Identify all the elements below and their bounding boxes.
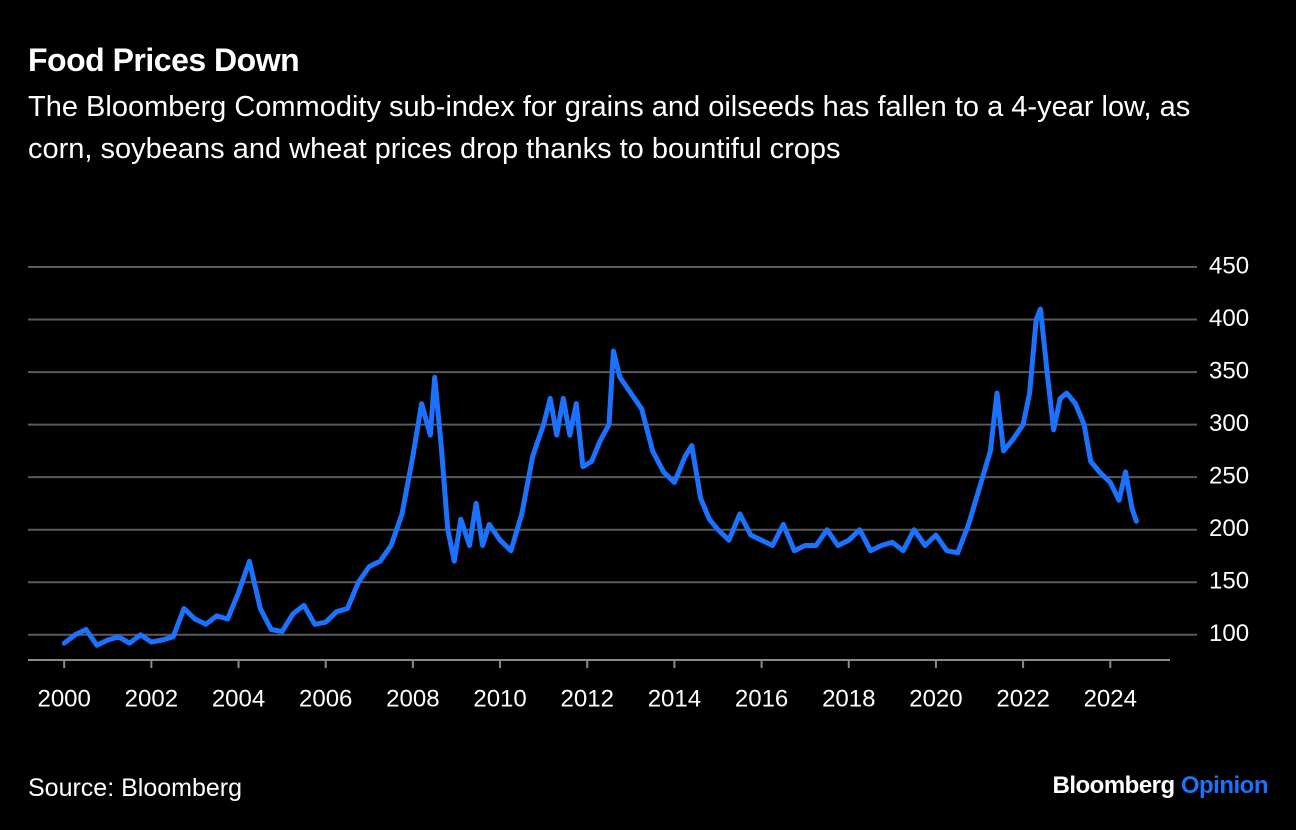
x-tick-label: 2024: [1084, 685, 1137, 712]
x-tick-label: 2016: [735, 685, 788, 712]
chart-subtitle: The Bloomberg Commodity sub-index for gr…: [28, 91, 1191, 165]
x-tick-label: 2020: [909, 685, 962, 712]
y-tick-label: 350: [1209, 357, 1249, 384]
data-line: [61, 306, 1139, 648]
x-tick-label: 2000: [37, 685, 90, 712]
source-note: Source: Bloomberg: [28, 774, 243, 802]
y-tick-label: 300: [1209, 410, 1249, 437]
x-tick-label: 2012: [561, 685, 614, 712]
x-tick-label: 2022: [996, 685, 1049, 712]
x-tick-label: 2008: [386, 685, 439, 712]
x-tick-label: 2014: [648, 685, 701, 712]
x-tick-label: 2006: [299, 685, 352, 712]
y-tick-label: 450: [1209, 252, 1249, 279]
brand-name: Bloomberg: [1052, 772, 1176, 799]
y-tick-label: 400: [1209, 305, 1249, 332]
y-tick-label: 250: [1209, 463, 1249, 490]
x-tick-label: 2002: [125, 685, 178, 712]
y-tick-label: 100: [1209, 620, 1249, 647]
x-tick-label: 2018: [822, 685, 875, 712]
chart-title: Food Prices Down: [28, 42, 300, 78]
x-tick-label: 2004: [212, 685, 265, 712]
x-tick-label: 2010: [473, 685, 526, 712]
y-tick-label: 150: [1209, 568, 1249, 595]
y-tick-label: 200: [1209, 515, 1249, 542]
brand-suffix: Opinion: [1180, 772, 1269, 799]
brand-logo: Bloomberg Opinion: [1053, 772, 1269, 800]
